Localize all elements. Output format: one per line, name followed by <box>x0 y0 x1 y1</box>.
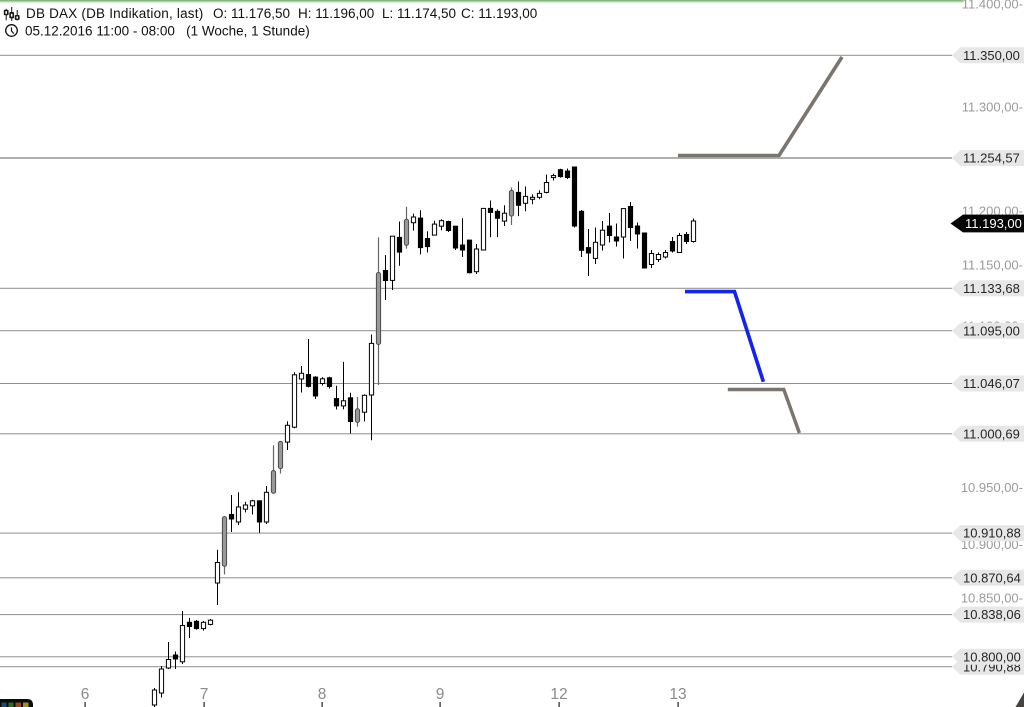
svg-text:9: 9 <box>436 686 445 703</box>
svg-text:8: 8 <box>318 686 327 703</box>
svg-text:11.350,00: 11.350,00 <box>963 48 1020 63</box>
svg-text:10.800,00: 10.800,00 <box>963 649 1021 664</box>
svg-text:05.12.2016 11:00 - 08:00 (1: 05.12.2016 11:00 - 08:00 (1 Woche, 1 Stu… <box>25 24 310 39</box>
svg-text:H: 11.196,00: H: 11.196,00 <box>298 6 374 21</box>
svg-text:11.300,00-: 11.300,00- <box>962 100 1023 115</box>
svg-text:L: 11.174,50: L: 11.174,50 <box>382 6 456 21</box>
svg-text:12: 12 <box>550 686 567 703</box>
svg-text:11.400,00-: 11.400,00- <box>962 0 1023 12</box>
svg-text:10.850,00-: 10.850,00- <box>961 591 1023 606</box>
svg-text:11.150,00-: 11.150,00- <box>962 258 1023 273</box>
svg-text:11.046,07: 11.046,07 <box>963 376 1020 391</box>
svg-text:11.133,68: 11.133,68 <box>963 281 1020 296</box>
svg-text:10.950,00-: 10.950,00- <box>961 480 1023 495</box>
svg-text:11.193,00: 11.193,00 <box>965 216 1022 231</box>
svg-text:11.000,69: 11.000,69 <box>963 426 1020 441</box>
svg-text:10.838,06: 10.838,06 <box>963 607 1021 622</box>
svg-text:11.095,00: 11.095,00 <box>963 323 1020 338</box>
svg-text:10.870,64: 10.870,64 <box>963 570 1021 585</box>
svg-text:O: 11.176,50: O: 11.176,50 <box>213 6 290 21</box>
svg-text:11.254,57: 11.254,57 <box>963 151 1020 166</box>
svg-text:10.910,88: 10.910,88 <box>963 526 1021 541</box>
svg-text:DB DAX (DB Indikation, last): DB DAX (DB Indikation, last) <box>26 6 203 21</box>
svg-text:C: 11.193,00: C: 11.193,00 <box>461 6 537 21</box>
svg-text:13: 13 <box>669 686 686 703</box>
svg-text:7: 7 <box>200 686 209 703</box>
svg-text:6: 6 <box>81 686 90 703</box>
